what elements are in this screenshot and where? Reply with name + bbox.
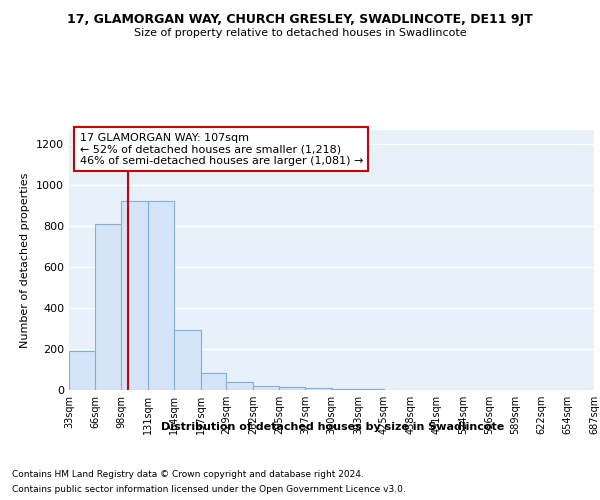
Bar bbox=[95, 224, 121, 390]
Text: Distribution of detached houses by size in Swadlincote: Distribution of detached houses by size … bbox=[161, 422, 505, 432]
Bar bbox=[121, 200, 148, 390]
Text: 17 GLAMORGAN WAY: 107sqm
← 52% of detached houses are smaller (1,218)
46% of sem: 17 GLAMORGAN WAY: 107sqm ← 52% of detach… bbox=[79, 132, 363, 166]
Bar bbox=[148, 200, 174, 390]
Y-axis label: Number of detached properties: Number of detached properties bbox=[20, 172, 31, 348]
Bar bbox=[69, 351, 95, 390]
Text: 17, GLAMORGAN WAY, CHURCH GRESLEY, SWADLINCOTE, DE11 9JT: 17, GLAMORGAN WAY, CHURCH GRESLEY, SWADL… bbox=[67, 12, 533, 26]
Bar bbox=[174, 330, 200, 390]
Bar bbox=[305, 388, 331, 390]
Bar bbox=[331, 389, 358, 390]
Text: Contains HM Land Registry data © Crown copyright and database right 2024.: Contains HM Land Registry data © Crown c… bbox=[12, 470, 364, 479]
Text: Contains public sector information licensed under the Open Government Licence v3: Contains public sector information licen… bbox=[12, 485, 406, 494]
Text: Size of property relative to detached houses in Swadlincote: Size of property relative to detached ho… bbox=[134, 28, 466, 38]
Bar bbox=[280, 387, 305, 390]
Bar bbox=[200, 372, 226, 390]
Bar bbox=[226, 382, 253, 390]
Bar bbox=[253, 386, 280, 390]
